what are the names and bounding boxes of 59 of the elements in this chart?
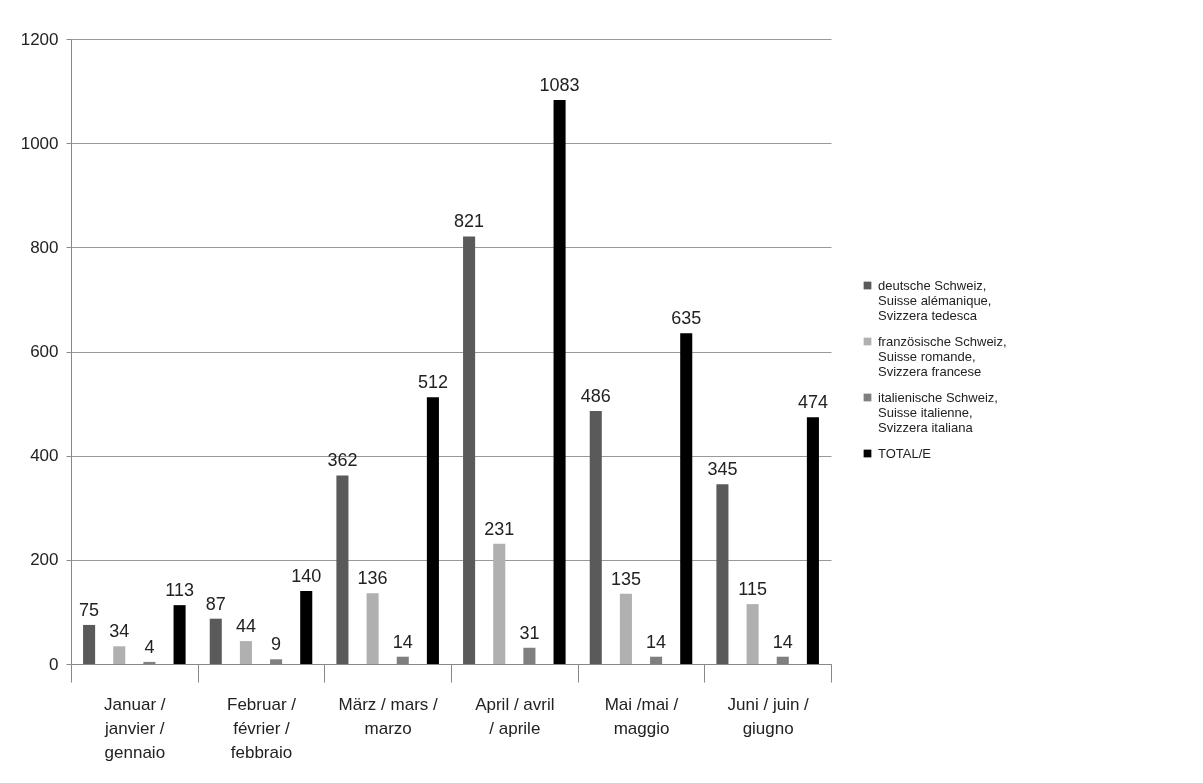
x-tick-label: März / mars / marzo	[338, 694, 439, 738]
bar	[300, 591, 313, 664]
bar	[493, 543, 506, 664]
bar	[113, 646, 126, 664]
x-tick-label: April / avril / aprile	[475, 694, 555, 738]
bar	[806, 417, 819, 664]
bar	[209, 618, 222, 664]
data-label: 135	[610, 568, 641, 589]
data-label: 31	[519, 622, 540, 643]
legend-label: deutsche Schweiz, Suisse alémanique, Svizzera tedesca	[878, 277, 992, 323]
y-tick-label: 600	[30, 342, 59, 361]
x-tick-label: Januar / janvier / gennaio	[104, 694, 166, 762]
bar	[746, 604, 759, 664]
data-label: 474	[797, 392, 828, 413]
data-label: 44	[235, 616, 256, 637]
y-tick-label: 0	[49, 654, 59, 674]
data-label: 231	[484, 518, 515, 539]
data-label: 113	[165, 580, 194, 601]
data-label: 14	[646, 631, 667, 652]
data-label: 821	[454, 211, 485, 232]
legend-label: TOTAL/E	[878, 445, 932, 461]
data-label: 34	[109, 621, 130, 642]
data-label: 362	[327, 450, 358, 471]
data-label: 345	[707, 459, 738, 480]
data-label: 14	[392, 631, 413, 652]
bar	[716, 484, 729, 664]
data-label: 14	[772, 631, 793, 652]
bar	[173, 605, 186, 664]
y-tick-label: 200	[30, 550, 59, 570]
legend-label: italienische Schweiz, Suisse italienne, Svizzera italiana	[878, 389, 998, 435]
y-tick-label: 400	[30, 446, 59, 466]
x-tick-label: Juni / juin / giugno	[727, 694, 810, 738]
bar	[680, 333, 693, 664]
bar	[426, 397, 439, 664]
data-label: 87	[205, 593, 226, 614]
data-label: 140	[291, 566, 322, 587]
data-label: 115	[738, 579, 767, 600]
bar	[336, 475, 349, 664]
bar	[83, 624, 96, 664]
data-label: 9	[271, 634, 282, 655]
data-label: 75	[79, 599, 100, 620]
bar	[463, 236, 476, 664]
legend-label: französische Schweiz, Suisse romande, Svizzera francese	[878, 333, 1007, 379]
y-tick-label: 1000	[20, 133, 59, 153]
y-tick-label: 1200	[20, 29, 59, 49]
y-tick-label: 800	[30, 237, 59, 257]
bar	[553, 99, 566, 664]
bar	[366, 593, 379, 664]
x-tick-label: Februar / février / febbraio	[227, 694, 297, 762]
data-label: 635	[671, 308, 702, 329]
bar	[619, 593, 632, 664]
data-label: 4	[144, 636, 155, 657]
bar	[589, 410, 602, 664]
x-tick-label: Mai /mai / maggio	[604, 694, 679, 738]
data-label: 486	[580, 385, 611, 406]
data-label: 512	[417, 372, 448, 393]
data-label: 136	[357, 568, 388, 589]
data-label: 1083	[539, 74, 580, 95]
bar	[239, 641, 252, 664]
